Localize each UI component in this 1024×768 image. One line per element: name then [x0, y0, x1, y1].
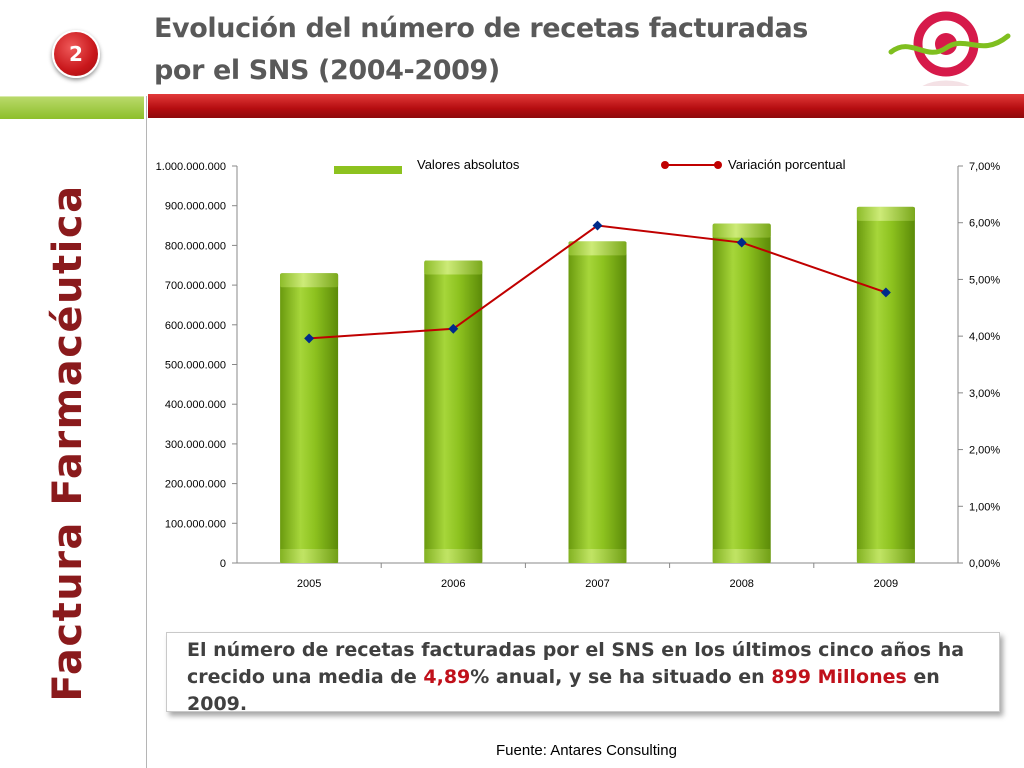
bar-highlight-top [424, 260, 483, 275]
left-tick-label: 900.000.000 [165, 201, 226, 213]
line-point [736, 237, 747, 248]
vertical-divider [146, 96, 147, 768]
slide-number-badge: 2 [52, 30, 100, 78]
legend-label-line: Variación porcentual [728, 157, 846, 172]
bar-highlight-top [568, 241, 627, 256]
line-point [448, 323, 459, 334]
x-tick-label: 2006 [441, 578, 465, 590]
legend-label-bars: Valores absolutos [417, 157, 520, 172]
callout-text-2: crecido una media de [187, 666, 424, 688]
legend-marker-left [661, 161, 669, 169]
left-tick-label: 500.000.000 [165, 360, 226, 372]
right-tick-label: 2,00% [969, 445, 1000, 457]
source-note: Fuente: Antares Consulting [496, 742, 677, 759]
red-header-bar [148, 94, 1024, 118]
right-tick-label: 6,00% [969, 218, 1000, 230]
green-accent-bar [0, 96, 144, 119]
left-tick-label: 0 [220, 558, 226, 570]
right-tick-label: 3,00% [969, 388, 1000, 400]
bar-highlight-bottom [712, 549, 771, 563]
bar-highlight-bottom [856, 549, 915, 563]
bar [280, 273, 339, 563]
x-tick-label: 2005 [297, 578, 321, 590]
bar [568, 241, 627, 563]
legend-swatch-bars [334, 166, 402, 174]
legend-marker-right [714, 161, 722, 169]
bar-highlight-bottom [424, 549, 483, 563]
brand-logo [888, 11, 1011, 86]
bar-highlight-bottom [568, 549, 627, 563]
bar [712, 223, 771, 563]
left-tick-label: 700.000.000 [165, 280, 226, 292]
x-tick-label: 2009 [874, 578, 898, 590]
right-tick-label: 0,00% [969, 558, 1000, 570]
bar [424, 260, 483, 563]
line-point [592, 220, 603, 231]
bar-highlight-top [280, 273, 339, 288]
line-point [304, 333, 315, 344]
bar-highlight-bottom [280, 549, 339, 563]
right-tick-label: 4,00% [969, 331, 1000, 343]
average-growth-value: 4,89 [423, 666, 471, 688]
left-tick-label: 100.000.000 [165, 518, 226, 530]
bar-highlight-top [856, 206, 915, 221]
x-tick-label: 2008 [729, 578, 753, 590]
title-line-1: Evolución del número de recetas facturad… [154, 13, 808, 44]
x-tick-label: 2007 [585, 578, 609, 590]
right-tick-label: 1,00% [969, 501, 1000, 513]
left-tick-label: 600.000.000 [165, 320, 226, 332]
line-point [880, 287, 891, 298]
title-line-2: por el SNS (2004-2009) [154, 55, 500, 86]
left-tick-label: 300.000.000 [165, 439, 226, 451]
page-title: Evolución del número de recetas facturad… [154, 8, 884, 92]
callout-text-4: en 2009. [187, 666, 940, 715]
left-tick-label: 200.000.000 [165, 479, 226, 491]
callout-text-1: El número de recetas facturadas por el S… [187, 639, 965, 661]
left-tick-label: 1.000.000.000 [156, 161, 226, 173]
left-tick-label: 400.000.000 [165, 399, 226, 411]
bar [856, 206, 915, 564]
bar-highlight-top [712, 223, 771, 238]
callout-text-3: % anual, y se ha situado en [470, 666, 772, 688]
right-tick-label: 7,00% [969, 161, 1000, 173]
left-tick-label: 800.000.000 [165, 240, 226, 252]
right-tick-label: 5,00% [969, 274, 1000, 286]
total-2009-value: 899 Millones [771, 666, 907, 688]
summary-callout: El número de recetas facturadas por el S… [166, 632, 1000, 715]
